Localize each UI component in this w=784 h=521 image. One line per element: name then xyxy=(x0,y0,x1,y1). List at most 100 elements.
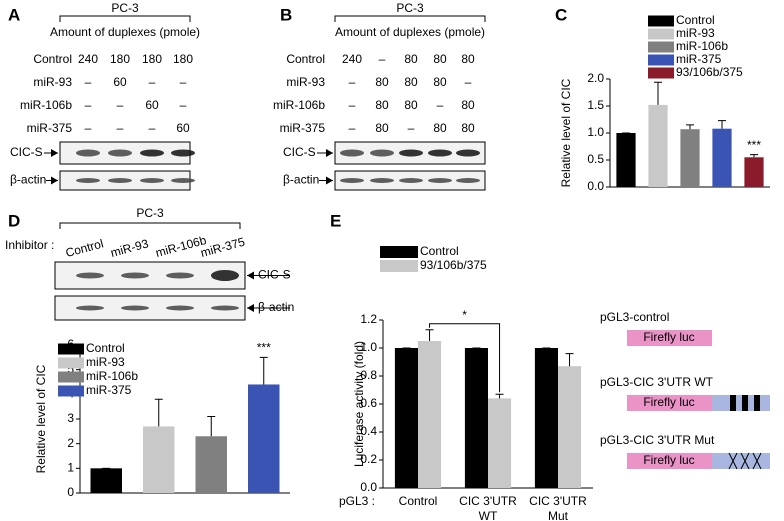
legend-label: miR-375 xyxy=(676,52,722,66)
y-tick-label: 0.0 xyxy=(587,179,604,193)
blot-band xyxy=(76,178,100,183)
x-tick-label: WT xyxy=(479,509,498,521)
y-tick-label: 0.4 xyxy=(360,424,377,438)
blot-band xyxy=(456,149,480,157)
panel-letter: D xyxy=(8,211,20,230)
blot-band xyxy=(171,178,195,183)
bar xyxy=(648,104,668,187)
legend-label: miR-106b xyxy=(676,39,728,53)
legend-swatch xyxy=(648,67,674,79)
cell: – xyxy=(408,121,415,135)
error-bar xyxy=(654,81,662,105)
cell: 80 xyxy=(375,121,389,135)
construct-name: pGL3-CIC 3'UTR Mut xyxy=(600,433,715,447)
bar xyxy=(394,348,418,488)
arrow-head xyxy=(51,149,58,157)
legend-label: Control xyxy=(86,341,125,355)
blot-band xyxy=(121,272,149,279)
y-tick-label: 0 xyxy=(67,485,74,499)
cell: – xyxy=(117,121,124,135)
cell: 80 xyxy=(461,98,475,112)
lane-label: Control xyxy=(64,236,105,260)
bar xyxy=(744,157,764,187)
legend-swatch xyxy=(648,28,674,40)
cell: 80 xyxy=(461,121,475,135)
cell-line: PC-3 xyxy=(111,1,139,15)
bar xyxy=(558,366,582,488)
blot-band xyxy=(108,149,132,157)
legend-swatch xyxy=(380,260,418,272)
y-tick-label: 3 xyxy=(67,411,74,425)
row-label: miR-106b xyxy=(273,98,325,112)
bar xyxy=(680,129,700,187)
y-tick-label: 0.2 xyxy=(360,452,377,466)
bar xyxy=(195,436,227,493)
cell: – xyxy=(85,98,92,112)
error-bar xyxy=(154,398,163,427)
luc-label: Firefly luc xyxy=(643,453,694,467)
blot-band xyxy=(211,305,239,311)
legend-label: miR-93 xyxy=(86,355,125,369)
site xyxy=(754,395,760,411)
blot-band xyxy=(428,178,452,183)
lane-label: miR-375 xyxy=(199,235,247,260)
legend-label: 93/106b/375 xyxy=(420,258,487,272)
mut-site xyxy=(728,452,738,470)
luc-box xyxy=(627,395,712,411)
bracket xyxy=(59,15,191,22)
blot-band xyxy=(76,305,104,311)
y-tick-label: 0.5 xyxy=(587,152,604,166)
y-axis-label: Relative level of CIC xyxy=(559,78,573,187)
legend-label: miR-106b xyxy=(86,369,138,383)
subtitle: Amount of duplexes (pmole) xyxy=(50,25,200,39)
blot-band xyxy=(340,149,364,157)
blot-band xyxy=(370,178,394,183)
arrow-head xyxy=(247,304,254,312)
cell: – xyxy=(180,75,187,89)
blot-band xyxy=(211,270,239,281)
legend-swatch xyxy=(58,357,84,369)
cell: 80 xyxy=(404,98,418,112)
utr-box xyxy=(712,395,770,411)
error-bar xyxy=(207,416,216,437)
row-label: Control xyxy=(286,52,325,66)
bar xyxy=(90,468,122,493)
bracket xyxy=(59,222,241,229)
error-bar xyxy=(565,353,574,367)
error-bar xyxy=(718,120,726,129)
mut-site xyxy=(752,452,762,470)
blot-label: β-actin xyxy=(283,173,319,187)
blot-label: CIC-S xyxy=(283,145,316,159)
y-tick-label: 1.2 xyxy=(360,312,377,326)
bar xyxy=(488,398,512,488)
significance: * xyxy=(462,308,467,322)
subtitle: Amount of duplexes (pmole) xyxy=(335,25,485,39)
cell: 80 xyxy=(433,121,447,135)
cell: – xyxy=(180,98,187,112)
blot-band xyxy=(399,178,423,183)
luc-label: Firefly luc xyxy=(643,330,694,344)
cell: – xyxy=(85,75,92,89)
row-label: miR-106b xyxy=(20,98,72,112)
y-tick-label: 1.0 xyxy=(360,340,377,354)
legend-swatch xyxy=(58,371,84,383)
bracket xyxy=(334,15,486,22)
blot-band xyxy=(140,149,164,157)
cell-line: PC-3 xyxy=(396,1,424,15)
arrow-head xyxy=(247,271,254,280)
significance: *** xyxy=(257,341,271,355)
blot-band xyxy=(121,305,149,311)
legend-swatch xyxy=(648,15,674,27)
cell: 80 xyxy=(433,75,447,89)
cell: 80 xyxy=(404,52,418,66)
x-tick-label: Control xyxy=(399,494,438,508)
legend-swatch xyxy=(58,385,84,397)
cell: – xyxy=(85,121,92,135)
x-tick-label: CIC 3'UTR xyxy=(459,494,517,508)
cell: 80 xyxy=(461,52,475,66)
construct-name: pGL3-control xyxy=(600,310,669,324)
legend-label: Control xyxy=(676,13,715,27)
blot-band xyxy=(340,178,364,183)
utr-box xyxy=(712,453,770,469)
cell: 80 xyxy=(375,75,389,89)
